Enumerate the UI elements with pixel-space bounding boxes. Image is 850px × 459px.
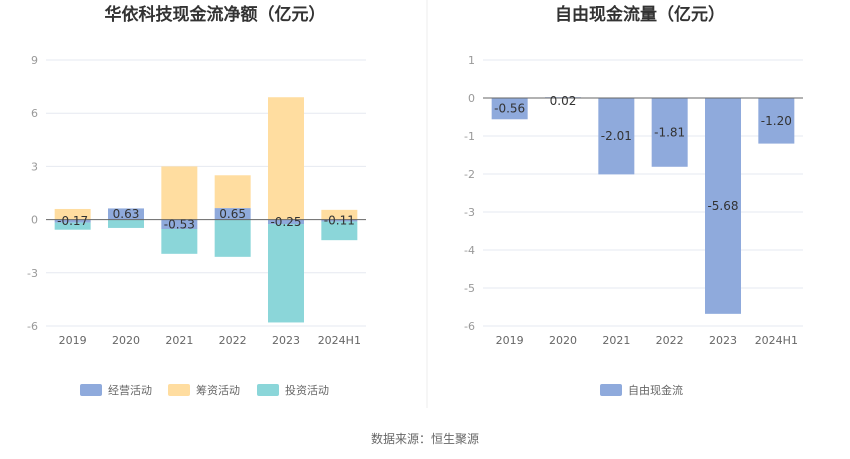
y-tick-label: -6 bbox=[27, 320, 38, 333]
data-label: -0.25 bbox=[270, 215, 301, 229]
x-tick-label: 2019 bbox=[496, 334, 524, 347]
data-label: 0.65 bbox=[219, 207, 246, 221]
cash-flow-net-chart: 华依科技现金流净额（亿元） -6 -3 0 3 6 9 2019 2020 2021 2022 20… bbox=[27, 4, 366, 397]
bar-经营活动-2022 bbox=[214, 208, 251, 220]
x-tick-label: 2023 bbox=[709, 334, 737, 347]
data-label: -1.20 bbox=[761, 114, 792, 128]
x-tick-label: 2021 bbox=[165, 334, 193, 347]
legend-swatch bbox=[80, 384, 102, 396]
data-label: -0.53 bbox=[164, 217, 195, 231]
legend-label: 筹资活动 bbox=[196, 383, 240, 397]
bar-投资活动-2024H1 bbox=[321, 221, 358, 241]
legend-label: 经营活动 bbox=[108, 383, 152, 397]
data-label: -5.68 bbox=[707, 199, 738, 213]
bar-投资活动-2019 bbox=[54, 222, 91, 230]
x-tick-label: 2023 bbox=[272, 334, 300, 347]
bar-经营活动-2024H1 bbox=[321, 219, 358, 222]
bar-筹资活动-2019 bbox=[54, 208, 91, 220]
data-label: 0.02 bbox=[550, 94, 577, 108]
bar-经营活动-2019 bbox=[54, 219, 91, 223]
bar-筹资活动-2022 bbox=[214, 175, 251, 209]
bar-自由现金流-2021 bbox=[598, 98, 635, 175]
legend-swatch bbox=[600, 384, 622, 396]
bar-自由现金流-2023 bbox=[705, 98, 741, 314]
bar-经营活动-2023 bbox=[268, 219, 304, 225]
y-tick-label: 9 bbox=[31, 54, 38, 67]
legend-swatch bbox=[168, 384, 190, 396]
x-tick-label: 2020 bbox=[549, 334, 577, 347]
y-tick-label: -1 bbox=[464, 130, 475, 143]
y-tick-label: 0 bbox=[468, 92, 475, 105]
legend-swatch bbox=[257, 384, 279, 396]
bar-筹资活动-2021 bbox=[161, 166, 198, 220]
x-tick-label: 2020 bbox=[112, 334, 140, 347]
y-tick-label: -5 bbox=[464, 282, 475, 295]
bar-投资活动-2023 bbox=[268, 224, 304, 323]
bar-经营活动-2020 bbox=[108, 208, 144, 220]
y-tick-label: 1 bbox=[468, 54, 475, 67]
x-tick-label: 2024H1 bbox=[755, 334, 798, 347]
x-tick-label: 2022 bbox=[656, 334, 684, 347]
y-tick-label: -3 bbox=[464, 206, 475, 219]
y-tick-label: 6 bbox=[31, 107, 38, 120]
y-tick-label: 0 bbox=[31, 214, 38, 227]
data-label: -0.17 bbox=[57, 214, 88, 228]
x-tick-label: 2024H1 bbox=[318, 334, 361, 347]
y-tick-label: -2 bbox=[464, 168, 475, 181]
x-tick-label: 2022 bbox=[219, 334, 247, 347]
bar-自由现金流-2019 bbox=[491, 98, 528, 120]
y-tick-label: -6 bbox=[464, 320, 475, 333]
right-chart-title: 自由现金流量（亿元） bbox=[555, 4, 725, 25]
data-source-note: 数据来源：恒生聚源 bbox=[371, 431, 479, 446]
bar-自由现金流-2022 bbox=[651, 98, 688, 167]
data-label: -0.11 bbox=[324, 214, 355, 228]
data-label: -0.56 bbox=[494, 102, 525, 116]
free-cash-flow-chart: 自由现金流量（亿元） -6 -5 -4 -3 -2 -1 0 1 2019 2020 2021 202… bbox=[464, 4, 803, 397]
data-label: -1.81 bbox=[654, 125, 685, 139]
bar-经营活动-2021 bbox=[161, 219, 198, 229]
y-tick-label: -3 bbox=[27, 267, 38, 280]
bar-投资活动-2020 bbox=[108, 219, 144, 228]
data-label: 0.63 bbox=[113, 207, 140, 221]
bar-筹资活动-2023 bbox=[268, 97, 304, 220]
y-tick-label: -4 bbox=[464, 244, 475, 257]
x-tick-label: 2019 bbox=[59, 334, 87, 347]
legend-label: 投资活动 bbox=[285, 383, 329, 397]
left-chart-title: 华依科技现金流净额（亿元） bbox=[105, 4, 326, 25]
legend-label: 自由现金流 bbox=[628, 383, 683, 397]
bar-自由现金流-2024H1 bbox=[758, 98, 795, 144]
x-tick-label: 2021 bbox=[602, 334, 630, 347]
bar-投资活动-2022 bbox=[214, 219, 251, 257]
y-tick-label: 3 bbox=[31, 160, 38, 173]
bar-投资活动-2021 bbox=[161, 228, 198, 254]
data-label: -2.01 bbox=[601, 129, 632, 143]
bar-筹资活动-2024H1 bbox=[321, 209, 358, 220]
